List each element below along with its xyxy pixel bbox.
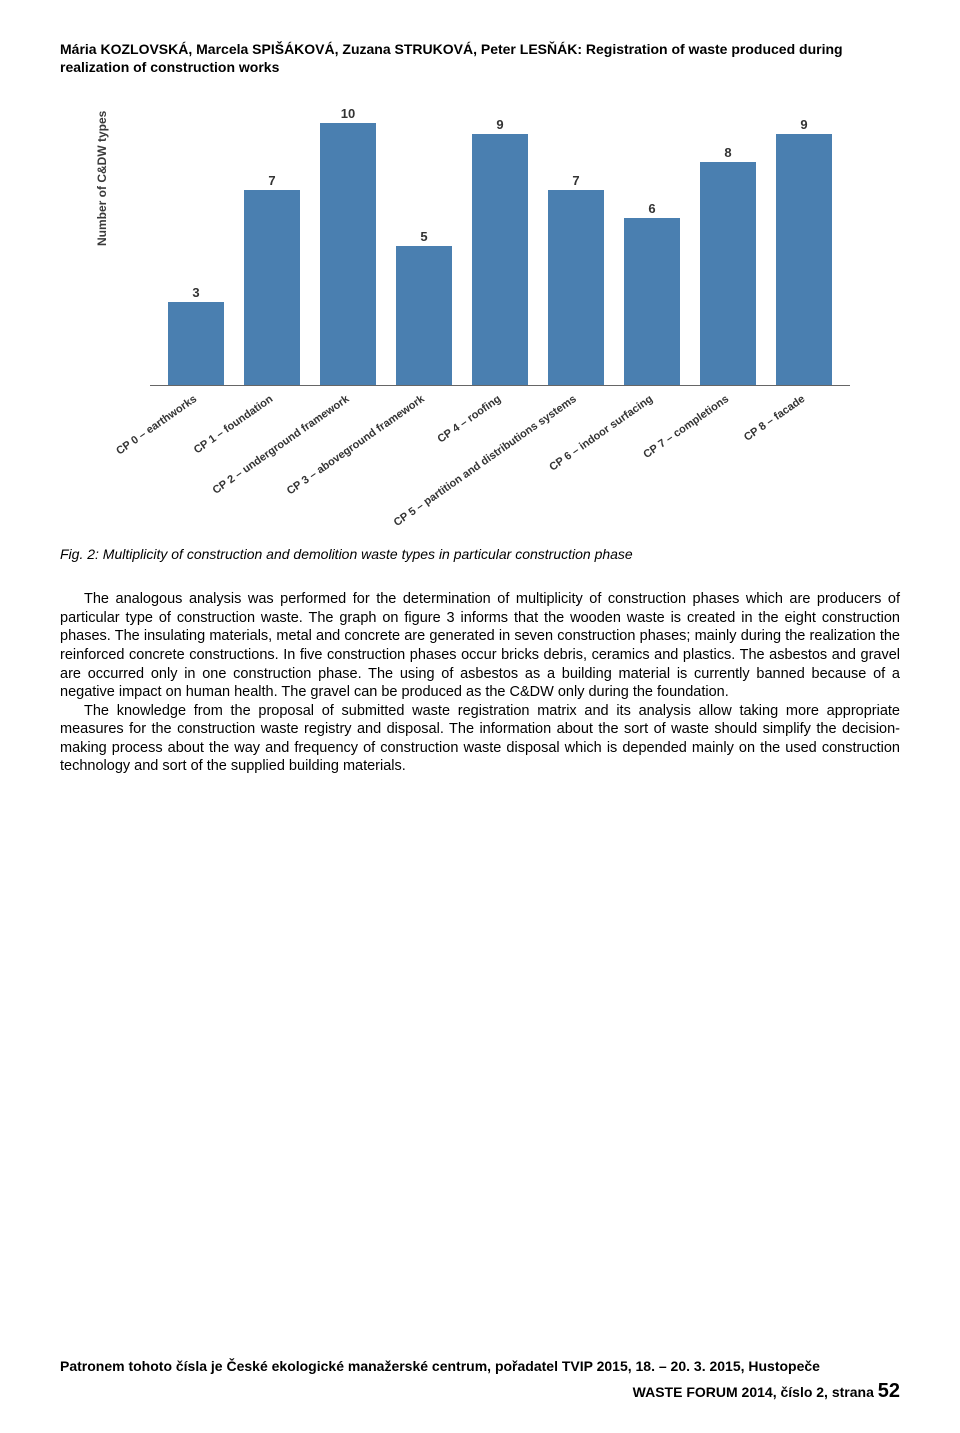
bar bbox=[396, 246, 452, 386]
footer-sponsor: Patronem tohoto čísla je České ekologick… bbox=[60, 1358, 900, 1374]
bar bbox=[700, 162, 756, 385]
header-authors-title: Mária KOZLOVSKÁ, Marcela SPIŠÁKOVÁ, Zuza… bbox=[60, 40, 900, 76]
bar-chart: Number of C&DW types 3 7 10 5 9 7 6 8 9 CP 0 – e… bbox=[90, 96, 870, 506]
bar-group: 7 bbox=[538, 106, 614, 385]
bar-group: 5 bbox=[386, 106, 462, 385]
bars-group: 3 7 10 5 9 7 6 8 9 bbox=[150, 106, 850, 385]
paragraph-2: The knowledge from the proposal of submi… bbox=[60, 702, 900, 776]
paragraph-1: The analogous analysis was performed for… bbox=[60, 590, 900, 701]
chart-plot-area: 3 7 10 5 9 7 6 8 9 bbox=[150, 106, 850, 386]
bar bbox=[168, 302, 224, 386]
bar bbox=[776, 134, 832, 385]
bar-group: 3 bbox=[158, 106, 234, 385]
bar bbox=[548, 190, 604, 385]
yaxis-label: Number of C&DW types bbox=[95, 111, 109, 246]
bar bbox=[472, 134, 528, 385]
bar-value-label: 10 bbox=[341, 106, 355, 121]
bar-value-label: 3 bbox=[192, 285, 199, 300]
figure-caption: Fig. 2: Multiplicity of construction and… bbox=[60, 546, 900, 562]
xaxis-tick-label: CP 8 – facade bbox=[766, 388, 842, 498]
bar-group: 9 bbox=[462, 106, 538, 385]
bar-value-label: 9 bbox=[800, 117, 807, 132]
bar-value-label: 8 bbox=[724, 145, 731, 160]
bar-value-label: 7 bbox=[268, 173, 275, 188]
bar-group: 7 bbox=[234, 106, 310, 385]
bar bbox=[244, 190, 300, 385]
xaxis-labels: CP 0 – earthworksCP 1 – foundationCP 2 –… bbox=[150, 388, 850, 498]
footer-journal: WASTE FORUM 2014, číslo 2, strana 52 bbox=[60, 1380, 900, 1403]
bar-value-label: 6 bbox=[648, 201, 655, 216]
bar-group: 8 bbox=[690, 106, 766, 385]
bar bbox=[320, 123, 376, 385]
bar-value-label: 9 bbox=[496, 117, 503, 132]
xaxis-tick-label: CP 7 – completions bbox=[690, 388, 766, 498]
page-footer: Patronem tohoto čísla je České ekologick… bbox=[60, 1358, 900, 1403]
bar-group: 9 bbox=[766, 106, 842, 385]
bar bbox=[624, 218, 680, 385]
bar-value-label: 5 bbox=[420, 229, 427, 244]
bar-group: 6 bbox=[614, 106, 690, 385]
bar-group: 10 bbox=[310, 106, 386, 385]
bar-value-label: 7 bbox=[572, 173, 579, 188]
footer-journal-text: WASTE FORUM 2014, číslo 2, strana bbox=[633, 1384, 878, 1400]
page-number: 52 bbox=[878, 1380, 900, 1402]
